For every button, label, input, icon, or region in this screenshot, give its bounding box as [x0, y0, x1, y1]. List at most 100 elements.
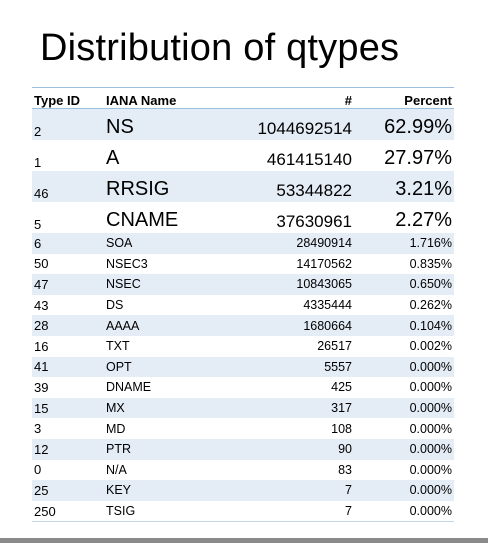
table-row: 0 N/A 83 0.000% — [32, 460, 454, 481]
cell-type-id: 15 — [32, 397, 104, 419]
cell-iana-name: AAAA — [104, 315, 219, 336]
cell-type-id: 12 — [32, 438, 104, 460]
table-row: 2 NS 1044692514 62.99% — [32, 108, 454, 140]
cell-count: 14170562 — [296, 256, 352, 271]
cell-count: 425 — [331, 380, 352, 395]
table-header-row: Type ID IANA Name # Percent — [32, 87, 454, 109]
cell-percent: 0.000% — [354, 438, 454, 460]
cell-percent: 0.650% — [354, 274, 454, 295]
table-row: 3 MD 108 0.000% — [32, 418, 454, 439]
cell-count: 53344822 — [219, 171, 354, 202]
cell-type-id: 5 — [34, 217, 42, 232]
header-type-id: Type ID — [32, 87, 104, 109]
header-percent: Percent — [354, 87, 454, 109]
slide-title: Distribution of qtypes — [40, 27, 400, 69]
cell-iana-name: N/A — [106, 462, 127, 477]
cell-count: 317 — [219, 397, 354, 419]
table-row: 12 PTR 90 0.000% — [32, 438, 454, 460]
table-row: 50 NSEC3 14170562 0.835% — [32, 254, 454, 275]
cell-iana-name: RRSIG — [104, 171, 219, 202]
cell-iana-name: NS — [104, 108, 219, 140]
cell-iana-name: MX — [104, 397, 219, 419]
table-row: 47 NSEC 10843065 0.650% — [32, 274, 454, 295]
cell-percent: 0.000% — [409, 421, 452, 436]
cell-count: 108 — [331, 421, 352, 436]
cell-iana-name: DS — [106, 298, 124, 313]
table-row: 5 CNAME 37630961 2.27% — [32, 202, 454, 233]
cell-iana-name: OPT — [104, 356, 219, 378]
cell-percent: 27.97% — [384, 147, 452, 169]
table-row: 16 TXT 26517 0.002% — [32, 336, 454, 357]
table-row: 28 AAAA 1680664 0.104% — [32, 315, 454, 336]
cell-count: 83 — [338, 462, 352, 477]
cell-count: 10843065 — [219, 274, 354, 295]
cell-iana-name: DNAME — [106, 380, 152, 395]
cell-type-id: 3 — [34, 421, 42, 437]
cell-type-id: 43 — [34, 297, 49, 313]
cell-count: 1680664 — [219, 315, 354, 336]
cell-iana-name: PTR — [104, 438, 219, 460]
cell-count: 26517 — [317, 339, 352, 354]
table-body: 2 NS 1044692514 62.99% 1 A 461415140 27.97% 46 RR… — [32, 108, 454, 523]
bottom-divider — [0, 538, 488, 543]
cell-iana-name: NSEC — [104, 274, 219, 295]
cell-type-id: 16 — [34, 338, 49, 354]
cell-count: 5557 — [219, 356, 354, 378]
cell-type-id: 47 — [32, 274, 104, 295]
cell-percent: 3.21% — [354, 171, 454, 202]
cell-iana-name: KEY — [104, 480, 219, 501]
table-row: 43 DS 4335444 0.262% — [32, 295, 454, 316]
cell-type-id: 50 — [34, 256, 49, 272]
cell-type-id: 28 — [32, 315, 104, 336]
cell-percent: 2.27% — [395, 209, 452, 231]
cell-iana-name: SOA — [104, 233, 219, 254]
table-row: 15 MX 317 0.000% — [32, 397, 454, 419]
cell-percent: 0.000% — [354, 480, 454, 501]
cell-iana-name: A — [106, 147, 120, 169]
cell-percent: 0.000% — [354, 500, 454, 523]
cell-percent: 0.104% — [354, 315, 454, 336]
cell-percent: 0.002% — [409, 339, 452, 354]
cell-count: 37630961 — [276, 212, 352, 231]
cell-type-id: 39 — [34, 379, 49, 395]
qtype-table-container: Type ID IANA Name # Percent 2 NS 104469251… — [32, 87, 454, 523]
cell-iana-name: TSIG — [104, 500, 219, 523]
cell-type-id: 46 — [32, 171, 104, 202]
cell-percent: 0.000% — [409, 380, 452, 395]
table-row: 41 OPT 5557 0.000% — [32, 356, 454, 378]
cell-iana-name: NSEC3 — [106, 256, 148, 271]
cell-percent: 0.000% — [354, 397, 454, 419]
cell-percent: 1.716% — [354, 233, 454, 254]
cell-percent: 0.262% — [409, 298, 452, 313]
cell-count: 4335444 — [303, 298, 352, 313]
cell-type-id: 1 — [34, 155, 42, 170]
cell-percent: 0.835% — [409, 256, 452, 271]
qtype-table: Type ID IANA Name # Percent 2 NS 104469251… — [32, 87, 454, 523]
cell-count: 1044692514 — [219, 108, 354, 140]
table-row: 6 SOA 28490914 1.716% — [32, 233, 454, 254]
table-row: 46 RRSIG 53344822 3.21% — [32, 171, 454, 202]
table-row: 25 KEY 7 0.000% — [32, 480, 454, 501]
header-count: # — [219, 87, 354, 109]
table-row: 1 A 461415140 27.97% — [32, 140, 454, 171]
cell-type-id: 41 — [32, 356, 104, 378]
cell-percent: 0.000% — [354, 356, 454, 378]
cell-type-id: 0 — [34, 462, 42, 478]
header-iana-name: IANA Name — [104, 87, 219, 109]
table-row: 39 DNAME 425 0.000% — [32, 377, 454, 398]
cell-type-id: 250 — [32, 500, 104, 523]
cell-count: 7 — [219, 480, 354, 501]
cell-count: 28490914 — [219, 233, 354, 254]
cell-iana-name: TXT — [106, 339, 130, 354]
cell-count: 7 — [219, 500, 354, 523]
cell-iana-name: CNAME — [106, 209, 179, 231]
cell-type-id: 6 — [32, 233, 104, 254]
cell-count: 90 — [219, 438, 354, 460]
cell-type-id: 2 — [32, 108, 104, 140]
table-row: 250 TSIG 7 0.000% — [32, 500, 454, 523]
cell-percent: 0.000% — [409, 462, 452, 477]
cell-percent: 62.99% — [354, 108, 454, 140]
cell-count: 461415140 — [266, 150, 352, 169]
cell-type-id: 25 — [32, 480, 104, 501]
